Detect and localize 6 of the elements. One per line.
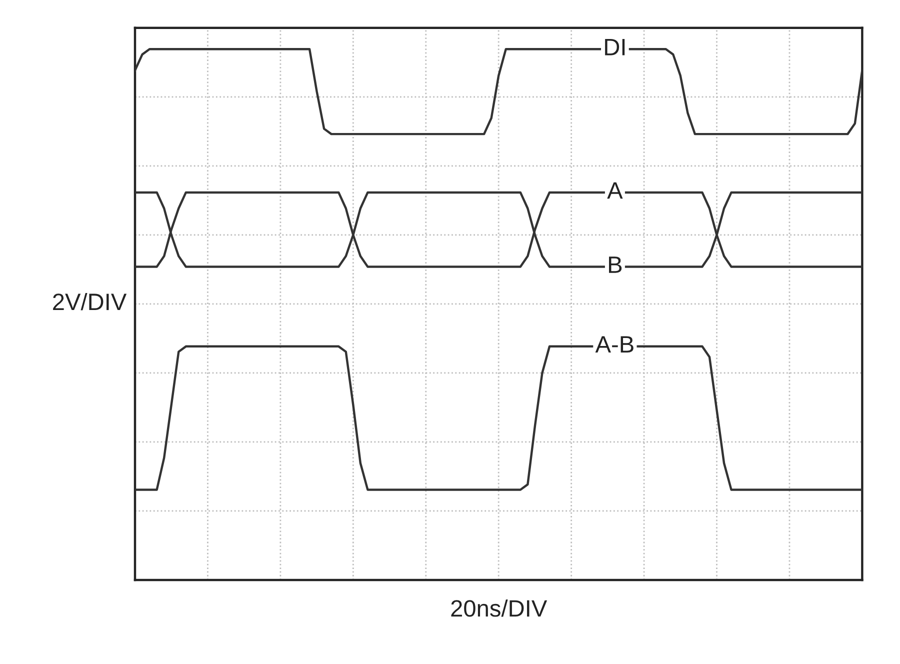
x-axis-title: 20ns/DIV — [451, 599, 548, 617]
series-label: A — [607, 182, 623, 199]
series-label: DI — [605, 38, 625, 56]
series-label: A-B — [595, 336, 634, 353]
series-label: B — [609, 256, 622, 273]
y-axis-title: 2V/DIV — [53, 292, 127, 310]
